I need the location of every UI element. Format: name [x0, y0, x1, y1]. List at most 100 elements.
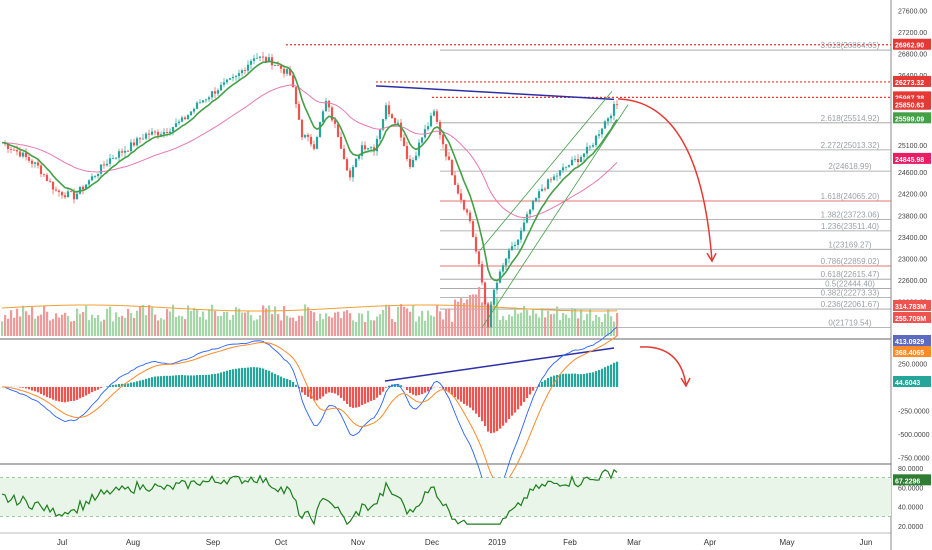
macd-histogram-bar [583, 373, 586, 387]
candle-body [108, 158, 112, 164]
candle-body [366, 148, 370, 150]
volume-bar [232, 314, 235, 336]
volume-bar [472, 294, 475, 336]
macd-histogram-bar [217, 373, 220, 387]
candle-body [285, 69, 289, 74]
macd-histogram-bar [451, 386, 454, 395]
volume-bar [415, 321, 418, 336]
macd-histogram-bar [70, 386, 73, 401]
price-tag-bg [893, 75, 931, 87]
fib-label: 0.382(22273.33) [821, 289, 880, 298]
candle-body [375, 138, 379, 152]
candle-body [378, 129, 382, 139]
macd-histogram-bar [259, 367, 262, 387]
candle-body [348, 170, 352, 178]
macd-histogram-bar [274, 373, 277, 387]
macd-histogram-bar [256, 367, 259, 387]
macd-histogram-bar [142, 379, 145, 387]
fib-label: 2(24618.99) [828, 162, 871, 171]
volume-bar [451, 321, 454, 336]
macd-histogram-bar [466, 386, 469, 406]
candle-body [237, 73, 241, 76]
candle-body [192, 108, 196, 112]
macd-histogram-bar [553, 375, 556, 387]
volume-bar [88, 320, 91, 336]
candle-body [174, 123, 178, 127]
candle-body [6, 143, 10, 150]
macd-divergence-trendline [384, 347, 615, 382]
macd-histogram-bar [595, 371, 598, 387]
volume-bar [406, 308, 409, 336]
macd-histogram-bar [157, 376, 160, 387]
time-axis[interactable]: Jul Aug Sep Oct Nov Dec 2019 Feb Mar Apr May Jun [57, 538, 873, 547]
candle-body [69, 191, 73, 193]
volume-tag-bg [893, 312, 931, 323]
candle-body [474, 237, 478, 252]
volume-bar [424, 320, 427, 336]
volume-bar [181, 316, 184, 336]
candle-body [405, 145, 409, 159]
macd-histogram-bar [532, 386, 535, 391]
price-axis[interactable]: 27600.0027200.0026800.0026400.0026000.00… [893, 8, 931, 531]
price-tag-bg [893, 152, 931, 164]
candle-body [327, 100, 331, 108]
macd-histogram-bar [457, 386, 460, 400]
volume-bar [493, 301, 496, 336]
candle-body [534, 198, 538, 201]
volume-bar [211, 304, 214, 336]
candle-body [396, 122, 400, 124]
candle-body [390, 114, 394, 119]
candle-body [213, 91, 217, 94]
macd-histogram-bar [166, 375, 169, 387]
macd-histogram-bar [151, 377, 154, 387]
volume-bar [241, 312, 244, 336]
macd-histogram-bar [244, 367, 247, 387]
candle-body [183, 117, 187, 120]
candle-body [486, 304, 490, 328]
candle-body [48, 180, 52, 182]
candle-body [228, 78, 232, 80]
candle-body [87, 180, 91, 185]
candle-body [198, 102, 202, 104]
volume-bar [283, 306, 286, 336]
candle-body [147, 133, 151, 135]
macd-histogram-bar [400, 385, 403, 387]
macd-histogram-bar [556, 374, 559, 387]
macd-histogram-bar [139, 380, 142, 387]
macd-histogram-bar [523, 386, 526, 402]
volume-bar [157, 320, 160, 336]
rsi-tick-label: 60.0000 [898, 485, 923, 492]
drawings[interactable] [0, 85, 717, 500]
candle-body [360, 145, 364, 156]
volume-bar [292, 317, 295, 336]
macd-histogram-bar [148, 378, 151, 387]
macd-histogram-bar [469, 386, 472, 408]
volume-bar [109, 306, 112, 336]
volume-bar [484, 297, 487, 336]
volume-bar [112, 321, 115, 336]
volume-bar [589, 308, 592, 336]
candle-body [432, 111, 436, 116]
macd-histogram-bar [547, 378, 550, 387]
macd-histogram-bar [88, 386, 91, 394]
macd-histogram-bar [286, 378, 289, 387]
arrow-head [706, 252, 717, 263]
slow-moving-average [4, 84, 618, 219]
macd-histogram-bar [19, 386, 22, 388]
macd-histogram-bar [226, 370, 229, 387]
candle-body [357, 155, 361, 159]
volume-bar [7, 318, 10, 336]
volume-bar [583, 320, 586, 336]
volume-bar [307, 307, 310, 336]
macd-histogram-bar [43, 386, 46, 396]
candle-body [306, 134, 310, 137]
time-axis-label: Apr [704, 538, 717, 547]
volume-bar [358, 313, 361, 336]
volume-tag-label: 314.783M [895, 304, 926, 311]
candle-body [483, 282, 487, 305]
volume-bar [355, 321, 358, 336]
candle-body [582, 153, 586, 157]
volume-bar [265, 308, 268, 336]
macd-histogram-bar [106, 386, 109, 387]
